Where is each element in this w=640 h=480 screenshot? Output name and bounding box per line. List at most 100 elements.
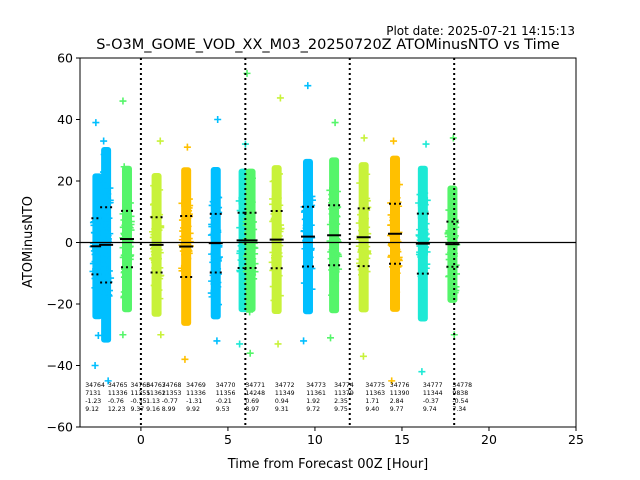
data-point bbox=[153, 274, 161, 282]
data-point bbox=[244, 228, 252, 236]
data-point bbox=[93, 200, 101, 208]
data-point bbox=[391, 208, 399, 216]
data-point bbox=[333, 204, 341, 212]
data-point bbox=[272, 248, 280, 256]
data-point bbox=[303, 273, 311, 281]
data-point bbox=[92, 207, 100, 215]
data-point bbox=[276, 225, 284, 233]
orbit-stats-line: 34773 bbox=[306, 382, 326, 389]
orbit-stats-line: 11336 bbox=[186, 390, 206, 397]
orbit-stats-line: 12.23 bbox=[108, 406, 126, 413]
orbit-stats-line: 11362 bbox=[146, 390, 166, 397]
series-orbit-34765 bbox=[98, 137, 115, 385]
data-point bbox=[184, 255, 192, 263]
plot-date: Plot date: 2025-07-21 14:15:13 bbox=[386, 24, 575, 38]
y-axis-label: ATOMinusNTO bbox=[21, 196, 36, 288]
data-point bbox=[214, 283, 222, 291]
data-point bbox=[416, 226, 424, 234]
data-point bbox=[181, 251, 189, 259]
data-point bbox=[155, 286, 163, 294]
data-point bbox=[270, 266, 278, 274]
data-point bbox=[181, 355, 189, 363]
data-point bbox=[156, 211, 164, 219]
data-point bbox=[122, 248, 130, 256]
data-point bbox=[93, 218, 101, 226]
data-point bbox=[248, 174, 256, 182]
data-point bbox=[121, 221, 129, 229]
data-point bbox=[152, 205, 160, 213]
y-tick-label: −20 bbox=[47, 297, 73, 312]
data-point bbox=[94, 197, 102, 205]
orbit-stats-line: 11336 bbox=[108, 390, 128, 397]
data-point bbox=[392, 289, 400, 297]
data-point bbox=[126, 255, 134, 263]
data-point bbox=[236, 340, 244, 348]
orbit-stats-line: 34768 bbox=[162, 382, 182, 389]
orbit-stats-line: 11349 bbox=[275, 390, 295, 397]
orbit-stats-line: 0.94 bbox=[275, 398, 289, 405]
data-point bbox=[388, 263, 396, 271]
orbit-stats-label: 34764 7131 -1.23 9.12 bbox=[85, 382, 105, 413]
data-point bbox=[123, 215, 131, 223]
data-point bbox=[388, 240, 396, 248]
data-point bbox=[150, 182, 158, 190]
data-point bbox=[214, 116, 222, 123]
data-point bbox=[98, 305, 106, 313]
data-point bbox=[418, 295, 426, 303]
orbit-stats-line: 2.84 bbox=[390, 398, 404, 405]
data-point bbox=[363, 223, 371, 231]
data-point bbox=[326, 221, 334, 229]
data-point bbox=[246, 349, 254, 357]
series-orbit-34766 bbox=[119, 97, 135, 339]
data-point bbox=[211, 229, 219, 237]
data-point bbox=[422, 220, 430, 228]
data-point bbox=[421, 244, 429, 252]
data-point bbox=[149, 201, 157, 209]
data-point bbox=[305, 242, 313, 250]
y-tick-label: 40 bbox=[57, 112, 73, 127]
data-point bbox=[156, 295, 164, 303]
orbit-stats-line: 1.13 bbox=[146, 398, 160, 405]
data-point bbox=[122, 227, 130, 235]
data-point bbox=[119, 331, 127, 339]
orbit-stats-line: -0.77 bbox=[162, 398, 178, 405]
orbit-stats-line: -0.35 bbox=[130, 398, 146, 405]
data-point bbox=[415, 250, 423, 258]
orbit-stats-label: 34772 11349 0.94 9.31 bbox=[275, 382, 295, 413]
orbit-stats-line: -0.54 bbox=[452, 398, 468, 405]
data-point bbox=[105, 292, 113, 300]
series-orbit-34773 bbox=[300, 82, 316, 345]
data-point bbox=[276, 292, 284, 300]
x-tick-label: 20 bbox=[481, 432, 497, 447]
orbit-stats-line: -0.21 bbox=[216, 398, 232, 405]
data-point bbox=[359, 352, 367, 360]
data-point bbox=[120, 163, 128, 171]
series-orbit-34776 bbox=[387, 137, 403, 385]
data-point bbox=[182, 265, 190, 273]
orbit-stats-line: 34767 bbox=[146, 382, 166, 389]
data-point bbox=[107, 274, 115, 282]
data-point bbox=[358, 271, 366, 279]
data-point bbox=[151, 282, 159, 290]
orbit-stats-label: 34771 14248 0.69 8.97 bbox=[245, 382, 265, 413]
orbit-stats-line: -1.23 bbox=[85, 398, 101, 405]
data-point bbox=[447, 227, 455, 235]
data-point bbox=[157, 331, 165, 339]
data-point bbox=[91, 258, 99, 266]
data-point bbox=[213, 216, 221, 224]
data-point bbox=[151, 183, 159, 191]
orbit-stats-line: 9.74 bbox=[423, 406, 437, 413]
orbit-stats-label: 34778 9838 -0.54 7.34 bbox=[452, 382, 472, 413]
data-point bbox=[245, 184, 253, 192]
data-point bbox=[250, 225, 258, 233]
data-point bbox=[449, 134, 457, 142]
data-point bbox=[419, 198, 427, 206]
data-point bbox=[301, 264, 309, 272]
data-point bbox=[305, 288, 313, 296]
data-point bbox=[103, 219, 111, 227]
data-point bbox=[395, 255, 403, 263]
orbit-stats-line: 9.40 bbox=[365, 406, 379, 413]
data-point bbox=[183, 143, 191, 151]
data-point bbox=[333, 249, 341, 257]
